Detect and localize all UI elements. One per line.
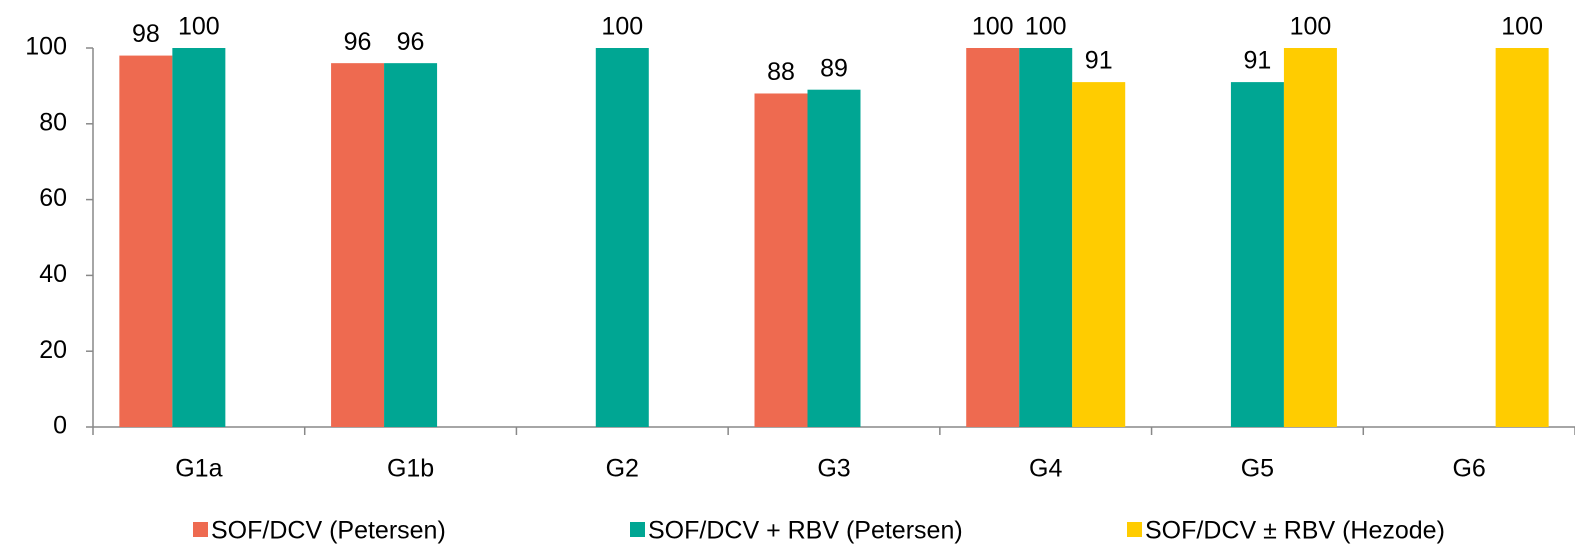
data-label: 91 bbox=[1085, 47, 1113, 75]
bar bbox=[595, 48, 649, 427]
legend-swatch bbox=[1127, 522, 1142, 537]
x-tick-label: G6 bbox=[1452, 455, 1485, 483]
legend-label: SOF/DCV + RBV (Petersen) bbox=[648, 517, 963, 545]
data-label: 98 bbox=[132, 20, 160, 48]
y-tick-label: 80 bbox=[39, 108, 67, 136]
legend-swatch bbox=[630, 522, 645, 537]
legend-label: SOF/DCV (Petersen) bbox=[211, 517, 446, 545]
x-tick-label: G3 bbox=[817, 455, 850, 483]
data-label: 100 bbox=[1501, 13, 1543, 41]
data-label: 100 bbox=[1025, 13, 1067, 41]
bar bbox=[1230, 82, 1284, 428]
data-label: 96 bbox=[397, 28, 425, 56]
bar bbox=[966, 48, 1020, 427]
data-label: 100 bbox=[972, 13, 1014, 41]
data-label: 100 bbox=[178, 13, 220, 41]
x-tick-label: G1b bbox=[387, 455, 434, 483]
x-tick-label: G1a bbox=[175, 455, 222, 483]
y-tick-label: 40 bbox=[39, 260, 67, 288]
x-tick-label: G2 bbox=[606, 455, 639, 483]
data-label: 96 bbox=[344, 28, 372, 56]
bar bbox=[754, 93, 808, 427]
bar bbox=[1072, 82, 1126, 428]
data-label: 100 bbox=[1290, 13, 1332, 41]
bar bbox=[807, 89, 861, 427]
bar bbox=[1019, 48, 1073, 427]
bar bbox=[172, 48, 226, 427]
legend-swatch bbox=[193, 522, 208, 537]
legend-label: SOF/DCV ± RBV (Hezode) bbox=[1145, 517, 1445, 545]
y-tick-label: 100 bbox=[25, 33, 67, 61]
bar bbox=[1283, 48, 1337, 427]
bar bbox=[384, 63, 438, 427]
y-tick-label: 60 bbox=[39, 184, 67, 212]
data-label: 89 bbox=[820, 54, 848, 82]
y-tick-label: 20 bbox=[39, 336, 67, 364]
x-tick-label: G5 bbox=[1241, 455, 1274, 483]
bar bbox=[331, 63, 385, 427]
bar bbox=[1495, 48, 1549, 427]
data-label: 91 bbox=[1244, 47, 1272, 75]
x-tick-label: G4 bbox=[1029, 455, 1062, 483]
y-tick-label: 0 bbox=[53, 412, 67, 440]
data-label: 88 bbox=[767, 58, 795, 86]
bar bbox=[119, 55, 173, 428]
data-label: 100 bbox=[601, 13, 643, 41]
